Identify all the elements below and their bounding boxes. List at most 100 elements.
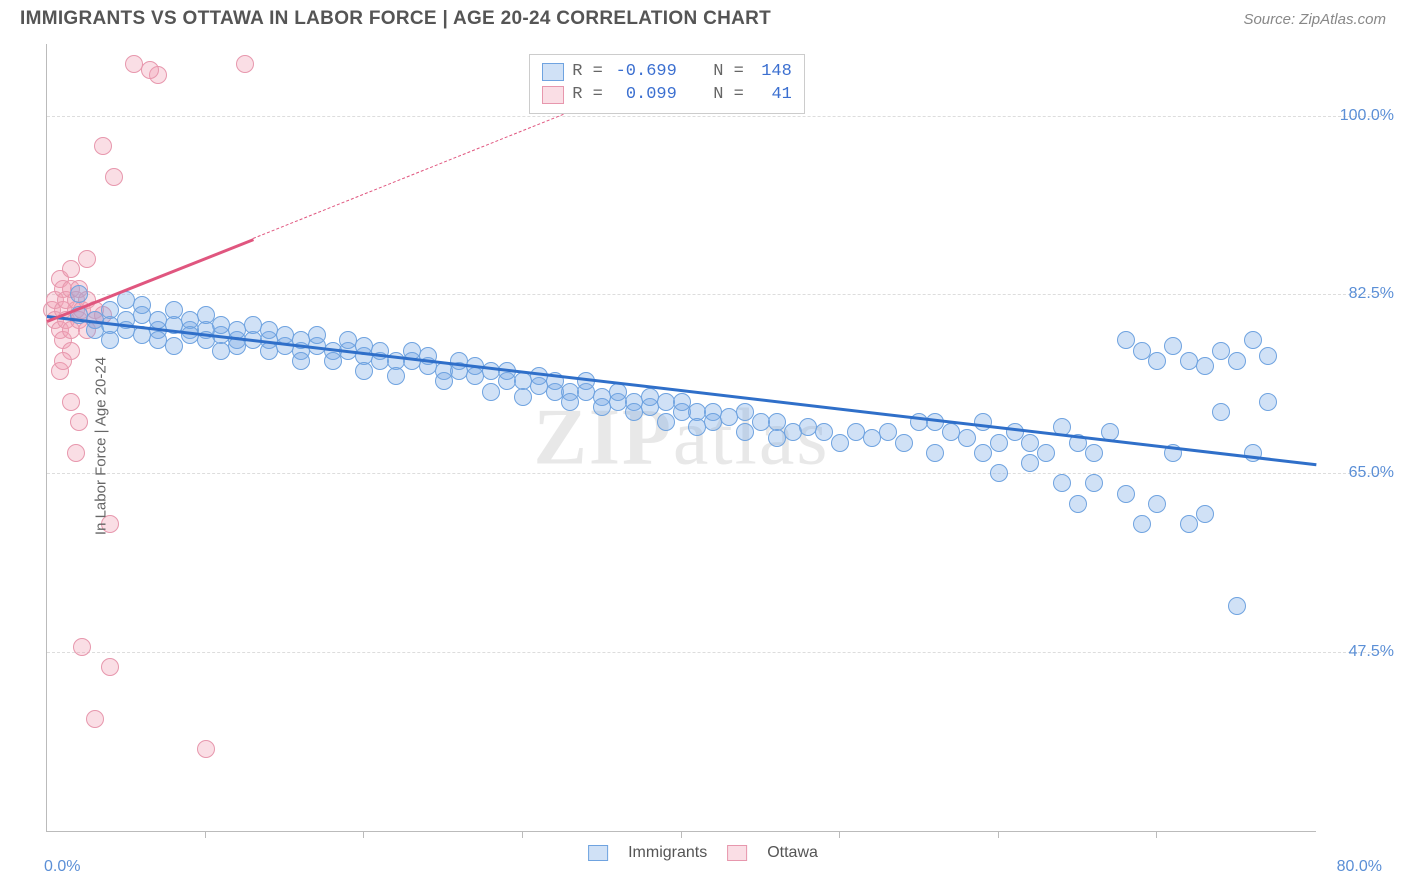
data-point	[1212, 403, 1230, 421]
data-point	[387, 367, 405, 385]
stat-n-label: N =	[713, 61, 744, 84]
legend-swatch-immigrants	[588, 845, 608, 861]
data-point	[1085, 474, 1103, 492]
data-point	[561, 393, 579, 411]
data-point	[958, 429, 976, 447]
data-point	[141, 61, 159, 79]
data-point	[1228, 597, 1246, 615]
gridline	[47, 652, 1386, 653]
data-point	[67, 444, 85, 462]
x-tick-mark	[998, 832, 999, 838]
gridline	[47, 473, 1386, 474]
data-point	[165, 301, 183, 319]
data-point	[1196, 505, 1214, 523]
data-point	[895, 434, 913, 452]
gridline	[47, 294, 1386, 295]
data-point	[197, 740, 215, 758]
data-point	[236, 55, 254, 73]
y-tick-label: 100.0%	[1340, 107, 1394, 125]
data-point	[736, 423, 754, 441]
data-point	[435, 372, 453, 390]
chart-plot-area: ZIPatlas 47.5%65.0%82.5%100.0%R =-0.699 …	[46, 44, 1316, 832]
data-point	[1259, 347, 1277, 365]
data-point	[1148, 495, 1166, 513]
stats-row: R =-0.699 N =148	[542, 61, 792, 84]
data-point	[324, 352, 342, 370]
stat-r-label: R =	[572, 61, 603, 84]
data-point	[514, 388, 532, 406]
data-point	[831, 434, 849, 452]
data-point	[926, 444, 944, 462]
data-point	[736, 403, 754, 421]
data-point	[62, 260, 80, 278]
legend-label-immigrants: Immigrants	[628, 844, 707, 862]
data-point	[974, 413, 992, 431]
stat-n-value: 148	[752, 61, 792, 84]
y-tick-label: 47.5%	[1349, 643, 1394, 661]
stats-row: R = 0.099 N = 41	[542, 84, 792, 107]
data-point	[70, 285, 88, 303]
data-point	[165, 337, 183, 355]
x-tick-mark	[205, 832, 206, 838]
x-axis-max-label: 80.0%	[1337, 858, 1382, 876]
data-point	[673, 393, 691, 411]
data-point	[1037, 444, 1055, 462]
data-point	[1259, 393, 1277, 411]
stat-n-value: 41	[752, 84, 792, 107]
data-point	[133, 296, 151, 314]
data-point	[974, 444, 992, 462]
data-point	[308, 326, 326, 344]
data-point	[990, 464, 1008, 482]
gridline	[47, 116, 1386, 117]
data-point	[1021, 454, 1039, 472]
stats-box: R =-0.699 N =148R =0.099 N =41	[529, 54, 805, 114]
data-point	[78, 250, 96, 268]
data-point	[86, 710, 104, 728]
chart-title: IMMIGRANTS VS OTTAWA IN LABOR FORCE | AG…	[20, 8, 771, 30]
y-tick-label: 82.5%	[1349, 285, 1394, 303]
data-point	[101, 658, 119, 676]
data-point	[1133, 515, 1151, 533]
data-point	[990, 434, 1008, 452]
legend: Immigrants Ottawa	[588, 844, 818, 862]
data-point	[1085, 444, 1103, 462]
data-point	[1196, 357, 1214, 375]
data-point	[73, 638, 91, 656]
data-point	[1164, 337, 1182, 355]
data-point	[1133, 342, 1151, 360]
data-point	[197, 306, 215, 324]
data-point	[926, 413, 944, 431]
data-point	[1069, 495, 1087, 513]
data-point	[1148, 352, 1166, 370]
data-point	[70, 413, 88, 431]
data-point	[54, 352, 72, 370]
x-tick-mark	[839, 832, 840, 838]
stat-r-label: R =	[572, 84, 603, 107]
x-tick-mark	[363, 832, 364, 838]
data-point	[62, 393, 80, 411]
source-label: Source: ZipAtlas.com	[1243, 11, 1386, 28]
data-point	[355, 362, 373, 380]
data-point	[1053, 474, 1071, 492]
y-axis-label: In Labor Force | Age 20-24	[93, 357, 110, 535]
data-point	[879, 423, 897, 441]
x-axis-min-label: 0.0%	[44, 858, 80, 876]
stat-r-value: 0.099	[611, 84, 677, 107]
data-point	[1228, 352, 1246, 370]
data-point	[657, 413, 675, 431]
stats-swatch	[542, 63, 564, 81]
data-point	[101, 331, 119, 349]
stat-n-label: N =	[713, 84, 744, 107]
x-tick-mark	[522, 832, 523, 838]
data-point	[292, 352, 310, 370]
data-point	[94, 137, 112, 155]
stats-swatch	[542, 86, 564, 104]
data-point	[482, 383, 500, 401]
data-point	[1244, 331, 1262, 349]
data-point	[1117, 331, 1135, 349]
legend-swatch-ottawa	[727, 845, 747, 861]
data-point	[1180, 515, 1198, 533]
data-point	[101, 301, 119, 319]
legend-label-ottawa: Ottawa	[767, 844, 818, 862]
x-tick-mark	[681, 832, 682, 838]
